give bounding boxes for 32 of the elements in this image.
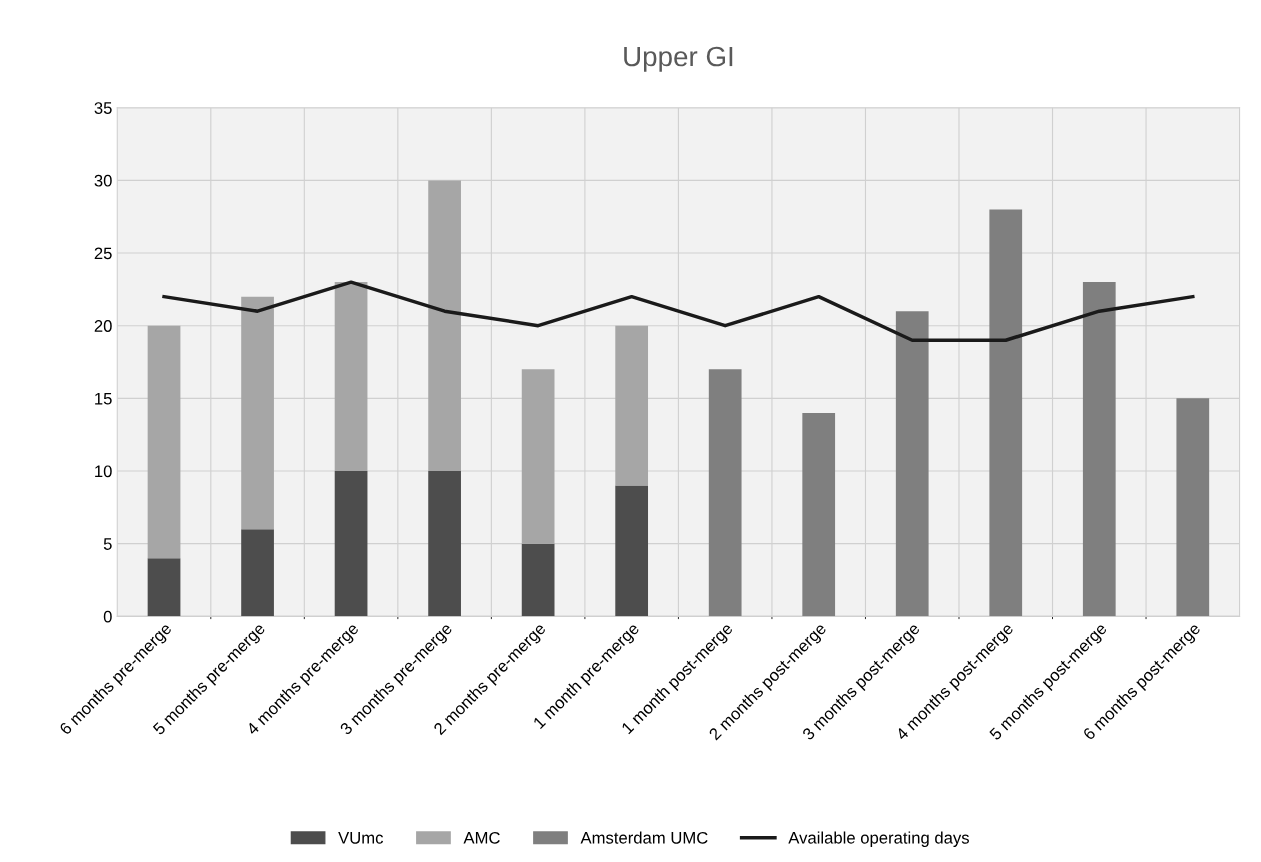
bar [521,369,555,544]
bar [521,543,555,617]
chart-title: Upper GI [624,46,733,72]
y-tick-label: 10 [95,465,112,478]
bar [615,325,649,486]
legend-label: AMC [463,831,500,844]
line-series [162,280,1195,342]
y-tick-label: 15 [95,392,112,405]
bar [334,471,368,617]
bar [989,209,1023,617]
bar [241,529,274,617]
legend-label: Available operating days [788,831,969,847]
bar [802,412,836,617]
bar [1082,282,1116,617]
y-tick-label: 0 [103,610,112,623]
bar [895,311,929,617]
bar [147,558,181,617]
bar [428,471,461,617]
bar [147,325,181,559]
bar [241,296,274,530]
legend-label: VUmc [338,832,384,844]
legend-label: Amsterdam UMC [580,831,708,844]
y-tick-label: 20 [94,320,112,332]
y-tick-label: 5 [103,538,112,550]
bar [334,282,368,472]
y-tick-label: 25 [94,247,112,260]
bar [615,485,649,617]
y-tick-label: 30 [94,174,112,187]
bar [1176,398,1210,617]
bar [428,180,461,472]
y-tick-label: 35 [94,102,112,114]
bar [708,369,742,617]
